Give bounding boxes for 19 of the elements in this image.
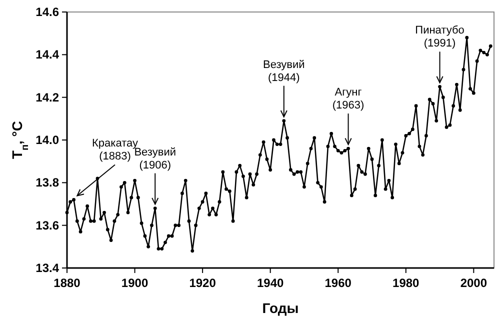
x-tick-label: 1940 bbox=[256, 276, 284, 290]
x-tick-label: 1900 bbox=[121, 276, 148, 290]
x-axis-title: Годы bbox=[262, 300, 299, 316]
annotation: Везувий (1944) bbox=[263, 58, 305, 84]
x-tick-label: 1920 bbox=[189, 276, 216, 290]
y-tick-label: 13.4 bbox=[36, 261, 60, 275]
y-tick-label: 14.6 bbox=[36, 5, 60, 19]
x-tick-label: 1980 bbox=[392, 276, 420, 290]
annotation: Везувий (1906) bbox=[134, 146, 176, 172]
x-tick-label: 1880 bbox=[54, 276, 81, 290]
y-tick-label: 14.4 bbox=[36, 48, 60, 62]
annotation: Агунг (1963) bbox=[332, 86, 364, 112]
y-tick-label: 13.8 bbox=[36, 176, 60, 190]
annotation: Пинатубо (1991) bbox=[415, 24, 464, 50]
y-tick-label: 14.2 bbox=[36, 90, 60, 104]
x-tick-label: 1960 bbox=[324, 276, 352, 290]
y-tick-label: 14.0 bbox=[36, 133, 60, 147]
x-tick-label: 2000 bbox=[460, 276, 488, 290]
y-tick-label: 13.6 bbox=[36, 218, 60, 232]
